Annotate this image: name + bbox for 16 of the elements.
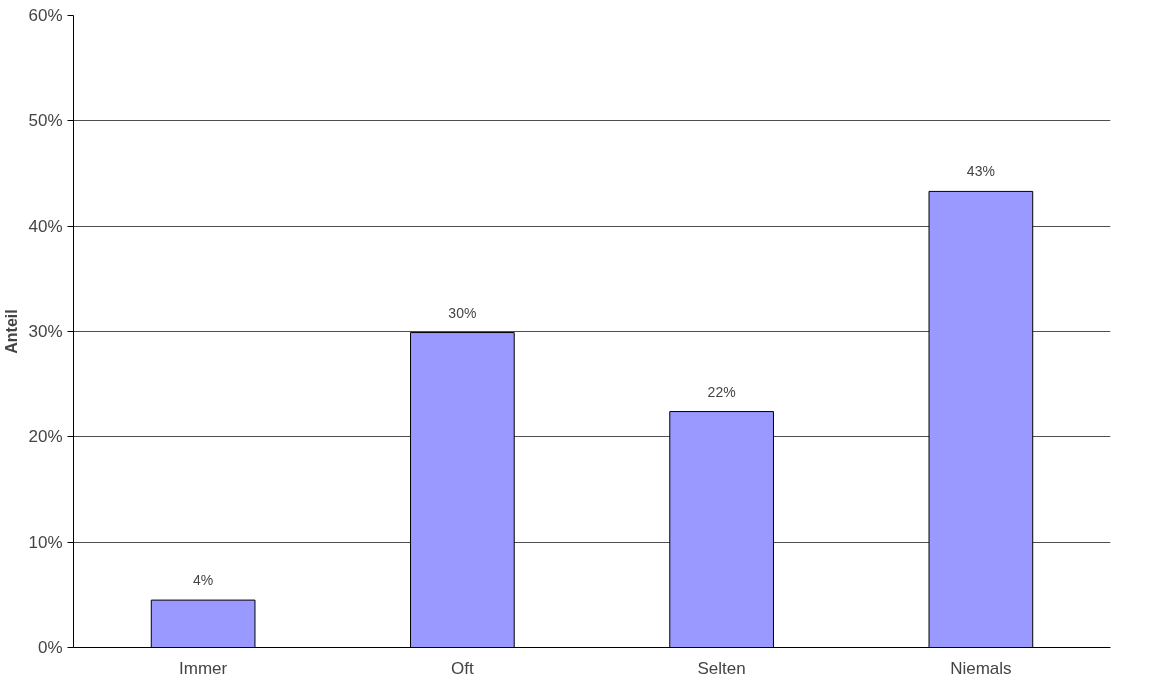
x-tick-label: Oft — [451, 658, 474, 678]
y-tick-label: 20% — [28, 427, 63, 447]
data-label: 4% — [193, 572, 214, 589]
y-tick-label: 30% — [28, 322, 63, 341]
y-tick-label: 0% — [37, 638, 63, 657]
y-tick-label: 40% — [28, 216, 63, 236]
x-tick-label: Immer — [179, 658, 228, 678]
y-tick-label: 60% — [28, 6, 63, 25]
y-axis-title: Anteil — [3, 309, 21, 354]
x-tick-label: Niemals — [950, 658, 1012, 678]
y-tick-label: 50% — [28, 111, 63, 131]
data-label: 30% — [448, 304, 477, 321]
x-tick-label: Selten — [697, 658, 746, 678]
y-tick-label: 10% — [28, 532, 63, 552]
data-label: 43% — [966, 163, 995, 180]
data-label: 22% — [707, 383, 736, 400]
